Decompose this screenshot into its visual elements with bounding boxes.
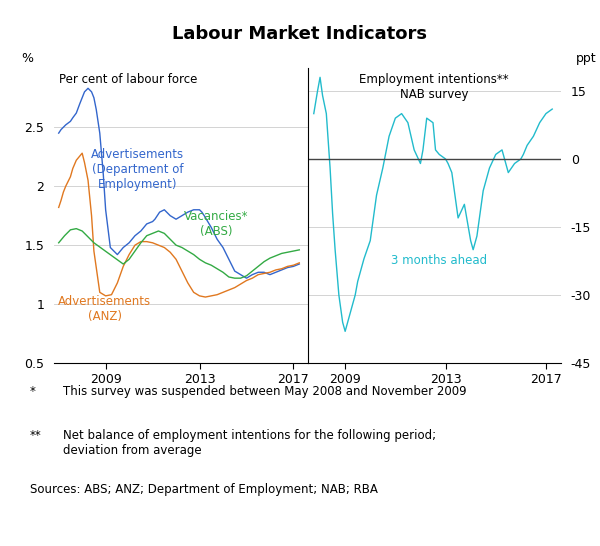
Text: Labour Market Indicators: Labour Market Indicators [173,25,427,43]
Text: Vacancies*
(ABS): Vacancies* (ABS) [184,210,248,238]
Text: Advertisements
(Department of
Employment): Advertisements (Department of Employment… [91,148,184,191]
Text: Per cent of labour force: Per cent of labour force [59,73,197,86]
Text: This survey was suspended between May 2008 and November 2009: This survey was suspended between May 20… [63,385,467,398]
Text: %: % [21,52,33,66]
Text: Advertisements
(ANZ): Advertisements (ANZ) [58,295,151,323]
Text: Net balance of employment intentions for the following period;
deviation from av: Net balance of employment intentions for… [63,429,436,456]
Text: Sources: ABS; ANZ; Department of Employment; NAB; RBA: Sources: ABS; ANZ; Department of Employm… [30,483,378,496]
Text: Employment intentions**
NAB survey: Employment intentions** NAB survey [359,73,509,100]
Text: 3 months ahead: 3 months ahead [391,254,487,267]
Text: ppt: ppt [576,52,596,66]
Text: **: ** [30,429,42,442]
Text: *: * [30,385,36,398]
